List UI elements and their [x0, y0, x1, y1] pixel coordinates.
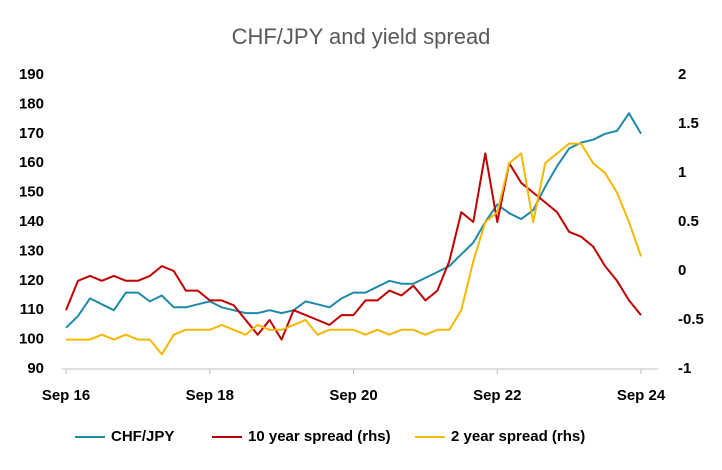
series-line [65, 152, 642, 341]
y2-tick-label: 0.5 [678, 213, 699, 230]
legend-text: CHF/JPY [111, 428, 174, 445]
y2-tick-label: 0 [678, 262, 686, 279]
y2-tick-label: 1.5 [678, 115, 699, 132]
y-tick-label: 110 [20, 301, 44, 318]
legend-text: 2 year spread (rhs) [451, 428, 585, 445]
x-tick-label: Sep 18 [186, 387, 234, 404]
chart-title: CHF/JPY and yield spread [232, 24, 491, 49]
y-tick-label: 120 [19, 272, 44, 289]
y-tick-label: 90 [27, 360, 44, 377]
x-tick-label: Sep 16 [42, 387, 90, 404]
y-tick-label: 100 [19, 331, 44, 348]
y-tick-label: 130 [19, 242, 44, 259]
y-tick-label: 180 [19, 95, 44, 112]
x-tick-label: Sep 24 [617, 387, 666, 404]
y-tick-label: 150 [19, 184, 44, 201]
y-tick-label: 140 [19, 213, 44, 230]
series-line [65, 112, 642, 329]
y2-tick-label: 2 [678, 66, 686, 83]
y-tick-label: 190 [19, 66, 44, 83]
y2-tick-label: 1 [678, 164, 686, 181]
y2-tick-label: -0.5 [678, 311, 704, 328]
y2-tick-label: -1 [678, 360, 691, 377]
series-line [66, 142, 642, 356]
y-tick-label: 170 [19, 125, 44, 142]
y-tick-label: 160 [19, 154, 44, 171]
x-tick-label: Sep 22 [473, 387, 521, 404]
x-tick-label: Sep 20 [329, 387, 377, 404]
legend-text: 10 year spread (rhs) [248, 428, 391, 445]
